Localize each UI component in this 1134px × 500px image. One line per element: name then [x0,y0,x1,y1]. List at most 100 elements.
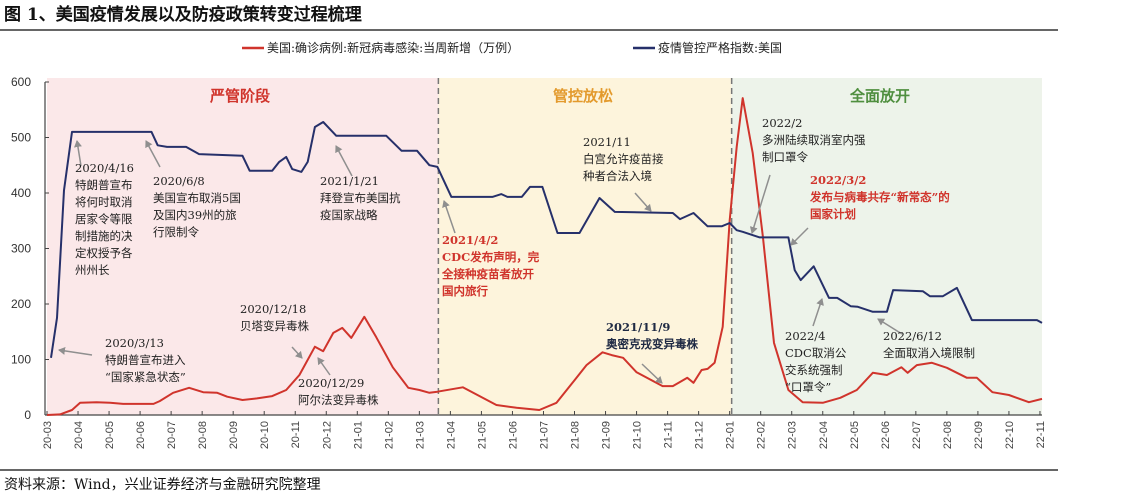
annotation-text: 将何时取消 [75,195,133,209]
series-line-stringency-index [50,121,1043,358]
series-lines [46,97,1043,416]
annotation-text: 国内旅行 [442,284,488,298]
annotation-text: 2020/6/8 [153,174,205,188]
annotation-text: 2021/11 [583,135,631,149]
annotation-text: 多洲陆续取消室内强 [762,133,866,147]
x-tick-label: 22-10 [1004,421,1016,449]
annotation-arrow [641,363,663,384]
annotation-text: CDC取消公 [785,346,847,360]
annotation-text: 贝塔变异毒株 [240,319,309,333]
annotation-text: 特朗普宣布进入 [105,353,186,367]
annotation-text: 阿尔法变异毒株 [298,393,379,407]
x-tick-label: 20-09 [228,421,240,449]
y-tick-label: 500 [11,131,31,145]
annotation-arrow [749,174,771,234]
annotation-text: CDC发布声明，完 [442,250,540,264]
annotation-text: 种者合法入境 [583,169,652,183]
source-note: 资料来源：Wind，兴业证券经济与金融研究院整理 [4,477,321,493]
x-tick-label: 21-09 [601,421,613,449]
phase-background [438,78,732,415]
x-tick-label: 22-06 [880,421,892,449]
annotation-arrow [145,140,161,168]
x-tick-label: 22-04 [818,421,830,449]
annotation-text: 美国宣布取消5国 [153,191,241,205]
annotation-text: 全面取消入境限制 [883,346,975,360]
annotation-text: 定权授予各 [75,246,133,260]
phase-background [47,78,439,415]
x-tick-label: 21-02 [383,421,395,449]
annotation-text: 国家计划 [810,207,856,221]
x-tick-label: 20-04 [73,421,85,449]
legend-label: 疫情管控严格指数:美国 [658,40,782,55]
x-tick-label: 20-11 [290,421,302,448]
x-tick-label: 21-07 [538,421,550,449]
x-tick-label: 20-07 [166,421,178,449]
annotation-arrow [812,298,824,327]
x-tick-label: 22-01 [725,421,737,449]
annotation-text: 2021/1/21 [320,174,379,188]
phase-background [731,78,1042,415]
x-tick-label: 21-05 [476,421,488,449]
x-tick-label: 20-06 [135,421,147,449]
x-tick-label: 20-08 [197,421,209,449]
annotation-text: 2020/12/18 [240,302,306,316]
annotation-text: 2022/6/12 [883,329,942,343]
annotation-arrow [73,140,82,167]
x-tick-label: 20-12 [321,421,333,449]
annotation-arrow [877,318,903,335]
x-tick-label: 22-11 [1035,421,1047,448]
axes: 0 100 200 300 400 500 600 20-03 20-04 20-05 20-06 2… [11,75,1047,449]
annotation-arrow [634,192,652,212]
annotation-text: 2021/11/9 [606,320,670,334]
phase-label: 严管阶段 [209,87,270,105]
annotation-text: 拜登宣布美国抗 [320,191,401,205]
x-tick-label: 21-10 [632,421,644,449]
annotation-text: 交系统强制 [785,363,843,377]
annotation-text: 发布与病毒共存“新常态”的 [809,190,950,204]
annotation-text: 制口罩令 [762,150,808,164]
annotation-text: 州州长 [75,263,110,277]
x-tick-label: 21-03 [414,421,426,449]
x-tick-label: 21-11 [663,421,675,448]
legend: 美国:确诊病例:新冠病毒感染:当周新增（万例） 疫情管控严格指数:美国 [242,40,782,55]
annotation-arrow [291,346,303,359]
x-tick-label: 22-03 [787,421,799,449]
x-tick-label: 21-08 [570,421,582,449]
annotation-arrow [790,227,809,246]
series-line-new-cases [46,97,1043,416]
annotation-text: “口罩令” [785,380,831,394]
annotation-text: 2022/4 [785,329,825,343]
x-tick-label: 20-03 [42,421,54,449]
x-tick-label: 20-10 [259,421,271,449]
phase-label: 全面放开 [849,87,910,105]
phase-backgrounds: 严管阶段 管控放松 全面放开 [47,78,1042,415]
annotation-text: 特朗普宣布 [75,178,133,192]
chart-title: 图 1、美国疫情发展以及防疫政策转变过程梳理 [4,4,362,25]
annotation-text: “国家紧急状态” [105,370,186,384]
annotation-text: 2021/4/2 [442,233,498,247]
annotation-arrow [317,357,331,376]
x-tick-label: 21-01 [352,421,364,449]
annotation-text: 疫国家战略 [320,208,378,222]
annotation-arrow [58,346,93,356]
annotation-text: 行限制令 [153,225,199,239]
legend-label: 美国:确诊病例:新冠病毒感染:当周新增（万例） [267,40,519,55]
x-tick-label: 21-06 [507,421,519,449]
x-tick-label: 22-08 [942,421,954,449]
y-tick-label: 300 [11,242,31,256]
x-tick-label: 20-05 [104,421,116,449]
annotation-text: 2022/2 [762,116,802,130]
x-tick-label: 21-04 [445,421,457,449]
annotation-text: 全接种疫苗者放开 [441,267,534,281]
x-tick-label: 21-12 [694,421,706,449]
x-tick-label: 22-02 [756,421,768,449]
annotation-text: 2020/4/16 [75,161,134,175]
annotation-text: 2020/3/13 [105,336,164,350]
annotation-text: 2022/3/2 [810,173,866,187]
annotation-text: 2020/12/29 [298,376,364,390]
annotation-text: 白宫允许疫苗接 [583,152,664,166]
y-tick-label: 100 [11,353,31,367]
x-tick-label: 22-09 [973,421,985,449]
